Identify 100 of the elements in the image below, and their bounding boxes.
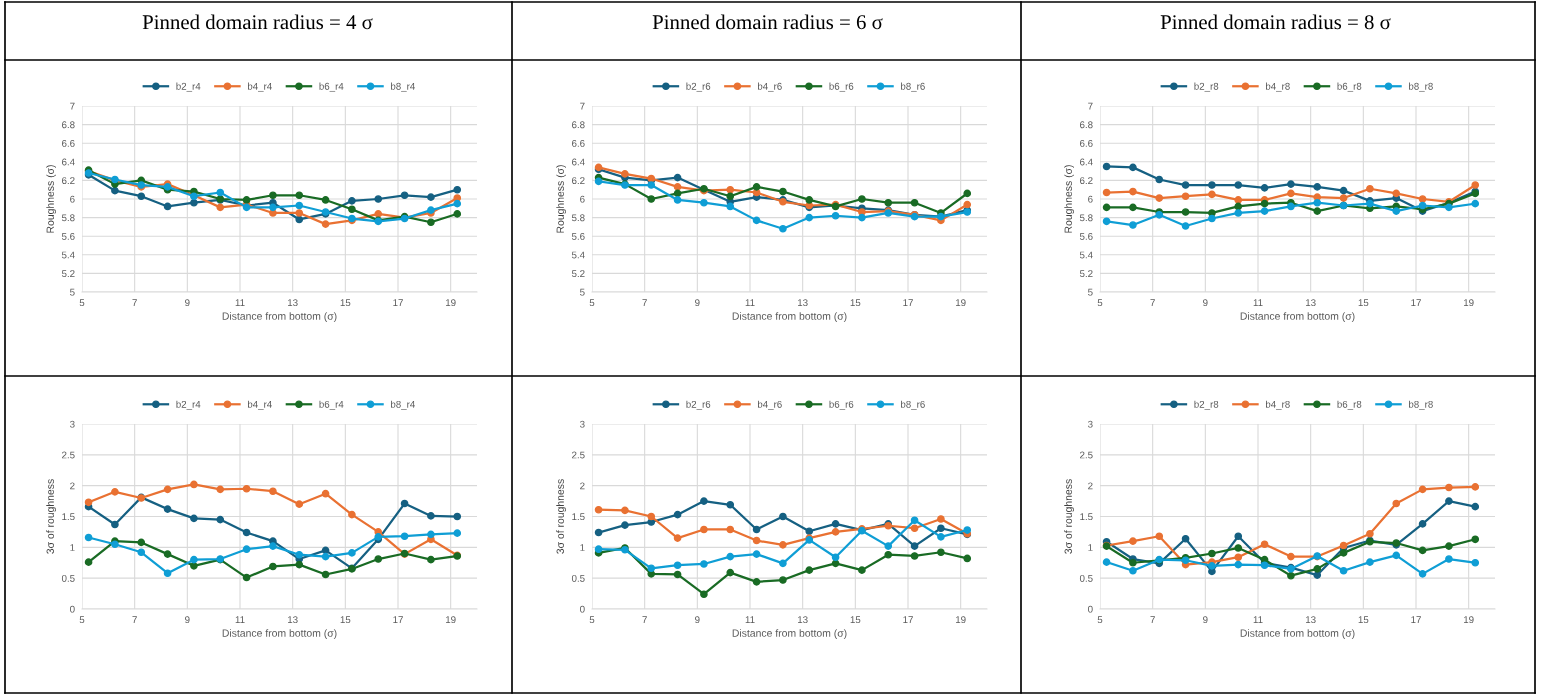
y-tick-label: 2 bbox=[580, 482, 585, 490]
x-axis-title: Distance from bottom (σ) bbox=[1240, 312, 1355, 322]
legend-label: b8_r6 bbox=[901, 400, 925, 410]
y-tick-label: 6 bbox=[580, 195, 585, 203]
y-tick-label: 6.2 bbox=[572, 177, 585, 185]
x-tick-label: 7 bbox=[1150, 299, 1155, 306]
x-tick-label: 17 bbox=[1411, 299, 1421, 306]
y-tick-label: 2.5 bbox=[572, 451, 585, 459]
y-tick-label: 3 bbox=[580, 420, 585, 428]
y-tick-label: 5.2 bbox=[61, 270, 75, 278]
chart-title: Pinned domain radius = 6 σ bbox=[652, 14, 883, 30]
legend-label: b6_r4 bbox=[319, 400, 344, 410]
y-tick-label: 6 bbox=[70, 195, 75, 203]
y-tick-label: 5 bbox=[70, 288, 75, 296]
y-tick-label: 0.5 bbox=[61, 574, 75, 582]
x-axis-title: Distance from bottom (σ) bbox=[732, 312, 847, 322]
y-tick-label: 5.2 bbox=[1079, 270, 1093, 278]
y-tick-label: 1 bbox=[580, 544, 585, 551]
x-tick-label: 9 bbox=[1203, 299, 1208, 307]
x-tick-label: 13 bbox=[1306, 299, 1316, 307]
y-tick-label: 0 bbox=[70, 605, 75, 613]
x-tick-label: 19 bbox=[446, 616, 456, 624]
x-tick-label: 19 bbox=[1464, 299, 1474, 307]
x-tick-label: 11 bbox=[1253, 616, 1263, 623]
legend-label: b6_r8 bbox=[1337, 400, 1362, 410]
legend-label: b4_r8 bbox=[1265, 82, 1290, 92]
x-tick-label: 13 bbox=[288, 616, 298, 624]
y-tick-label: 5.4 bbox=[1079, 251, 1093, 259]
legend-label: b4_r6 bbox=[757, 82, 782, 92]
y-tick-label: 7 bbox=[1088, 102, 1093, 110]
x-tick-label: 13 bbox=[798, 299, 808, 307]
legend-label: b4_r8 bbox=[1265, 400, 1290, 410]
x-tick-label: 5 bbox=[589, 616, 595, 624]
y-tick-label: 5 bbox=[580, 288, 585, 296]
y-tick-label: 1.5 bbox=[62, 513, 75, 521]
legend-label: b2_r8 bbox=[1194, 82, 1219, 92]
y-tick-label: 2.5 bbox=[1080, 451, 1093, 459]
x-tick-label: 5 bbox=[79, 299, 85, 307]
y-tick-label: 0 bbox=[1088, 605, 1093, 613]
y-tick-label: 6.8 bbox=[62, 121, 75, 129]
y-tick-label: 6.4 bbox=[572, 158, 585, 166]
x-tick-label: 11 bbox=[745, 616, 755, 623]
y-axis-title: Roughness (σ) bbox=[556, 165, 566, 233]
y-tick-label: 6.6 bbox=[572, 139, 585, 147]
x-tick-label: 19 bbox=[956, 299, 966, 307]
y-tick-label: 5.6 bbox=[1079, 232, 1093, 240]
y-tick-label: 7 bbox=[70, 102, 75, 110]
x-tick-label: 9 bbox=[695, 299, 700, 307]
legend-label: b8_r6 bbox=[901, 82, 925, 92]
y-tick-label: 2 bbox=[70, 482, 75, 490]
legend-label: b4_r4 bbox=[247, 82, 272, 92]
y-tick-label: 0.5 bbox=[571, 574, 585, 582]
x-tick-label: 15 bbox=[850, 616, 861, 624]
y-tick-label: 2 bbox=[1088, 482, 1093, 490]
x-tick-label: 7 bbox=[642, 616, 647, 623]
y-tick-label: 7 bbox=[580, 102, 585, 110]
x-tick-label: 9 bbox=[695, 616, 700, 624]
legend-label: b8_r4 bbox=[391, 400, 415, 410]
y-tick-label: 6.2 bbox=[62, 177, 75, 185]
x-axis-title: Distance from bottom (σ) bbox=[1240, 629, 1355, 639]
x-tick-label: 7 bbox=[1150, 616, 1155, 623]
x-tick-label: 7 bbox=[642, 299, 647, 306]
x-tick-label: 5 bbox=[589, 299, 595, 307]
x-tick-label: 17 bbox=[393, 299, 403, 306]
x-tick-label: 13 bbox=[1306, 616, 1316, 624]
y-tick-label: 6.6 bbox=[1080, 139, 1093, 147]
y-tick-label: 5.6 bbox=[61, 232, 75, 240]
x-tick-label: 11 bbox=[235, 616, 245, 623]
x-tick-label: 17 bbox=[1411, 616, 1421, 623]
y-tick-label: 0 bbox=[580, 605, 585, 613]
x-tick-label: 15 bbox=[850, 299, 861, 307]
x-axis-title: Distance from bottom (σ) bbox=[732, 629, 847, 639]
y-tick-label: 5.4 bbox=[571, 251, 585, 259]
y-tick-label: 1.5 bbox=[572, 513, 585, 521]
legend-label: b6_r6 bbox=[829, 400, 854, 410]
y-tick-label: 6.8 bbox=[1080, 121, 1093, 129]
x-tick-label: 15 bbox=[1358, 616, 1369, 624]
x-tick-label: 5 bbox=[1097, 616, 1103, 624]
y-tick-label: 1.5 bbox=[1080, 513, 1093, 521]
y-tick-label: 6.6 bbox=[62, 139, 75, 147]
y-tick-label: 6.4 bbox=[1080, 158, 1093, 166]
x-tick-label: 5 bbox=[1097, 299, 1103, 307]
x-axis-title: Distance from bottom (σ) bbox=[222, 312, 337, 322]
chart-title: Pinned domain radius = 4 σ bbox=[142, 14, 373, 30]
y-tick-label: 2.5 bbox=[62, 451, 75, 459]
x-tick-label: 19 bbox=[1464, 616, 1474, 624]
y-tick-label: 6.4 bbox=[62, 158, 75, 166]
chart-title: Pinned domain radius = 8 σ bbox=[1160, 14, 1391, 30]
y-tick-label: 1 bbox=[1088, 544, 1093, 551]
x-tick-label: 5 bbox=[79, 616, 85, 624]
y-tick-label: 3 bbox=[70, 420, 75, 428]
y-tick-label: 1 bbox=[70, 544, 75, 551]
y-axis-title: 3σ of roughness bbox=[556, 479, 566, 554]
x-tick-label: 17 bbox=[393, 616, 403, 623]
y-tick-label: 6 bbox=[1088, 195, 1093, 203]
legend-label: b2_r8 bbox=[1194, 400, 1219, 410]
x-tick-label: 9 bbox=[185, 616, 190, 624]
y-tick-label: 5 bbox=[1088, 288, 1093, 296]
y-tick-label: 5.6 bbox=[571, 232, 585, 240]
x-tick-label: 19 bbox=[446, 299, 456, 307]
